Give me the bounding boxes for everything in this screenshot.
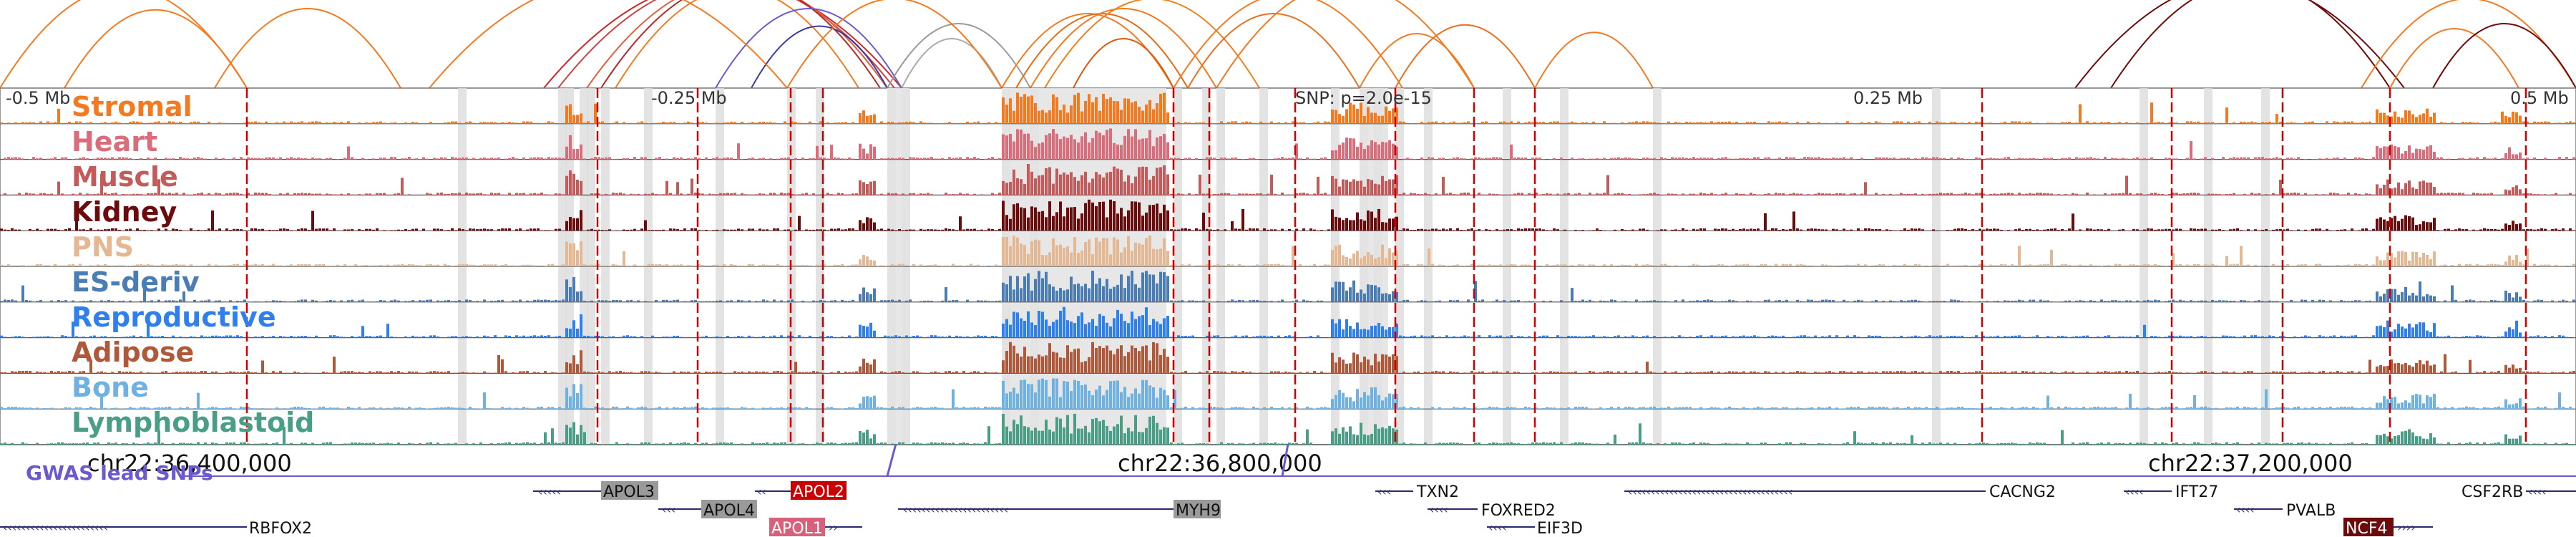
gene-label: APOL3 [603,483,655,501]
top-tick-label: -0.25 Mb [651,88,727,108]
track-labels: Stromal Heart Muscle Kidney PNS ES-deriv… [72,91,314,438]
track-signal-5 [0,271,2576,303]
gene-label: NCF4 [2346,520,2387,537]
track-label-stromal: Stromal [72,91,192,122]
loop-arc [543,0,902,89]
loop-arc [1015,13,1189,89]
gene-txn2: ‹‹‹ TXN2 [1375,483,1459,501]
gene-apol1: APOL1 ›› [769,518,862,537]
gene-apol4: ‹‹‹ APOL4 [658,500,757,520]
track-label-heart: Heart [72,126,157,158]
gene-label: EIF3D [1537,520,1583,537]
gene-label: CACNG2 [1989,483,2056,501]
gene-label: FOXRED2 [1481,502,1556,520]
loop-arc [1359,33,1475,89]
track-label-reproductive: Reproductive [72,301,276,333]
loop-arc [1044,0,1260,89]
track-label-adipose: Adipose [72,337,194,368]
snp-pvalue-label: SNP: p=2.0e-15 [1295,88,1432,108]
gene-cacng2: ‹‹‹‹‹‹‹‹‹‹‹‹‹‹‹‹‹‹‹‹‹‹‹‹‹‹‹‹‹‹‹‹‹‹‹‹ CAC… [1624,483,2056,501]
loop-arc [429,0,788,89]
loop-arc [2074,0,2405,89]
track-signal-4 [0,236,2576,267]
loop-arc [615,0,859,89]
top-tick-label: 0.25 Mb [1853,88,1923,108]
gwas-dashed-lines [245,88,2527,445]
gene-eif3d: ‹‹‹‹ EIF3D [1487,520,1583,537]
loop-arc [751,25,888,89]
gene-apol2: ‹‹ APOL2 [755,481,847,501]
loop-arc [1187,13,1360,89]
loop-arc [1030,8,1217,89]
chrom-coordinate: chr22:37,200,000 [2148,450,2353,477]
track-label-lymphoblastoid: Lymphoblastoid [72,407,314,438]
gene-annotations: ‹‹‹‹‹ APOL3 ‹‹ APOL2 ‹‹‹‹‹‹‹‹‹‹‹‹‹‹‹‹‹‹‹… [0,481,2576,537]
loop-arc [901,38,1002,89]
gene-label: TXN2 [1416,483,1459,501]
top-tick-label: -0.5 Mb [6,88,70,108]
gene-label: APOL1 [771,520,823,537]
gene-label: APOL4 [703,502,755,520]
top-tick-label: 0.5 Mb [2510,88,2569,108]
gene-label: APOL2 [793,483,844,501]
loop-arc [2110,0,2391,89]
gwas-snp-marker [1281,443,1289,477]
track-signal-2 [0,163,2576,195]
loop-arc [214,8,401,89]
gene-csf2rb: CSF2RB ‹‹‹‹ [2462,483,2576,501]
gwas-snp-marker [886,443,897,477]
loop-arc [1173,0,1403,89]
loop-arc [786,0,1002,89]
track-label-kidney: Kidney [72,196,177,228]
track-signal-7 [0,342,2576,374]
chromatin-loop-arcs [0,0,2576,89]
track-label-muscle: Muscle [72,161,178,193]
gene-label: RBFOX2 [249,520,312,537]
track-signal-1 [0,128,2576,160]
loop-arc [1073,38,1174,89]
loop-arc [1395,24,1536,89]
gene-foxred2: ‹‹‹‹ FOXRED2 [1428,502,1556,520]
gene-label: IFT27 [2175,483,2218,501]
gene-label: MYH9 [1176,502,1221,520]
loop-arc [2432,23,2576,89]
loop-arc [1216,0,1475,89]
track-label-es-deriv: ES-deriv [72,266,200,298]
gene-myh9: ‹‹‹‹‹‹‹‹‹‹‹‹‹‹‹‹‹‹‹‹‹‹‹ MYH9 [898,500,1221,520]
loop-arc [1534,32,1654,89]
gene-ift27: ‹‹‹‹ IFT27 [2124,483,2218,501]
loop-arc [586,0,888,89]
gene-label: PVALB [2286,502,2336,520]
chrom-coordinate: chr22:36,800,000 [1118,450,1322,477]
loop-arc [64,9,248,89]
loop-arc [715,8,902,89]
gene-pvalb: ‹‹‹‹ PVALB [2234,502,2336,520]
gene-label: CSF2RB [2462,483,2523,501]
loop-arc [887,23,1031,89]
track-signal-0 [0,92,2576,125]
chrom-coordinate: chr22:36,400,000 [87,450,292,477]
track-signal-6 [0,306,2576,339]
loop-arc [2389,28,2519,89]
gene-rbfox2: ‹‹‹‹‹‹‹‹‹‹‹‹‹‹‹‹‹‹‹‹‹‹‹ RBFOX2 [0,520,312,537]
gene-apol3: ‹‹‹‹‹ APOL3 [533,481,658,501]
loop-arc [0,0,248,89]
loop-arc [600,0,881,89]
track-label-bone: Bone [72,372,149,403]
track-signal-9 [0,413,2576,445]
track-label-pns: PNS [72,231,134,263]
signal-tracks [0,92,2576,445]
gwas-label: GWAS lead SNPs [26,461,213,485]
gene-ncf4: NCF4 ›››› [2343,518,2433,537]
track-signal-8 [0,378,2576,410]
gwas-lead-snp-row: GWAS lead SNPs [26,443,2576,485]
loop-arc [557,0,895,89]
track-signal-3 [0,199,2576,231]
